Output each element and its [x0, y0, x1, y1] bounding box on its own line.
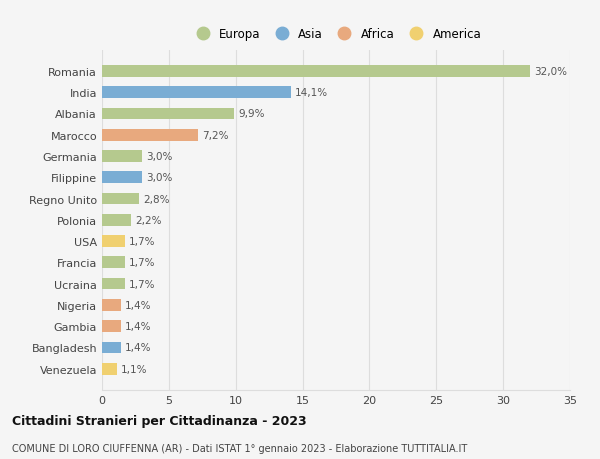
- Bar: [102, 342, 121, 353]
- Bar: [102, 299, 121, 311]
- Bar: [102, 214, 131, 226]
- Text: 2,2%: 2,2%: [136, 215, 162, 225]
- Bar: [102, 320, 121, 332]
- Text: COMUNE DI LORO CIUFFENNA (AR) - Dati ISTAT 1° gennaio 2023 - Elaborazione TUTTIT: COMUNE DI LORO CIUFFENNA (AR) - Dati IST…: [12, 443, 467, 453]
- Bar: [102, 66, 530, 78]
- Text: 7,2%: 7,2%: [202, 130, 229, 140]
- Text: 1,7%: 1,7%: [129, 258, 155, 268]
- Legend: Europa, Asia, Africa, America: Europa, Asia, Africa, America: [188, 26, 484, 44]
- Text: 1,4%: 1,4%: [125, 321, 151, 331]
- Text: Cittadini Stranieri per Cittadinanza - 2023: Cittadini Stranieri per Cittadinanza - 2…: [12, 414, 307, 428]
- Text: 1,4%: 1,4%: [125, 343, 151, 353]
- Text: 3,0%: 3,0%: [146, 173, 173, 183]
- Text: 2,8%: 2,8%: [143, 194, 170, 204]
- Bar: [102, 236, 125, 247]
- Bar: [102, 278, 125, 290]
- Bar: [102, 108, 235, 120]
- Text: 3,0%: 3,0%: [146, 151, 173, 162]
- Text: 1,7%: 1,7%: [129, 279, 155, 289]
- Text: 1,7%: 1,7%: [129, 236, 155, 246]
- Text: 14,1%: 14,1%: [295, 88, 328, 98]
- Bar: [102, 151, 142, 162]
- Text: 1,1%: 1,1%: [121, 364, 147, 374]
- Bar: [102, 363, 117, 375]
- Text: 32,0%: 32,0%: [534, 67, 567, 77]
- Bar: [102, 172, 142, 184]
- Text: 1,4%: 1,4%: [125, 300, 151, 310]
- Text: 9,9%: 9,9%: [238, 109, 265, 119]
- Bar: [102, 87, 290, 99]
- Bar: [102, 193, 139, 205]
- Bar: [102, 257, 125, 269]
- Bar: [102, 129, 198, 141]
